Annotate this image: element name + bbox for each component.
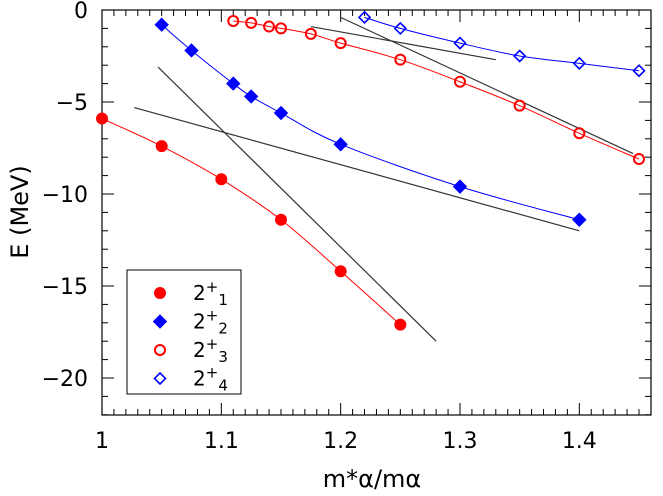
data-point-series-2 (333, 137, 348, 152)
data-point-series-4 (572, 56, 586, 70)
x-tick-label: 1.3 (442, 429, 477, 454)
data-point-series-2 (452, 179, 468, 194)
data-point-series-1 (394, 318, 407, 331)
data-point-series-4 (393, 21, 407, 36)
data-point-series-2 (226, 76, 241, 91)
data-point-series-1 (96, 112, 108, 125)
data-point-series-1 (215, 173, 228, 186)
reference-line (157, 66, 437, 342)
legend-marker-2 (152, 314, 168, 329)
y-tick-label: −20 (42, 367, 88, 392)
data-point-series-3 (245, 16, 258, 29)
series-curve-1 (102, 118, 401, 326)
reference-line (134, 106, 580, 232)
y-tick-label: 0 (74, 0, 88, 24)
data-point-series-4 (357, 10, 372, 24)
data-point-series-2 (154, 17, 169, 32)
legend-label-4: 2+4 (193, 364, 228, 395)
data-point-series-4 (632, 64, 646, 78)
x-tick-label: 1 (95, 429, 109, 454)
x-tick-label: 1.2 (323, 429, 358, 454)
x-tick-label: 1.4 (562, 429, 597, 454)
data-point-series-3 (263, 20, 276, 33)
legend-marker-4 (153, 371, 167, 386)
legend-marker-1 (154, 287, 166, 299)
data-point-series-3 (513, 99, 526, 112)
data-point-series-2 (572, 212, 587, 227)
x-tick-label: 1.1 (204, 429, 239, 454)
data-point-series-1 (155, 140, 168, 153)
data-point-series-3 (304, 27, 317, 40)
x-axis-title: m*α/mα (323, 465, 421, 493)
y-tick-label: −15 (42, 275, 88, 300)
series-curve-3 (233, 20, 640, 160)
data-point-series-2 (243, 89, 259, 104)
data-point-series-3 (274, 22, 287, 35)
data-point-series-3 (632, 153, 645, 166)
legend-marker-3 (154, 344, 166, 356)
y-axis-title: E (MeV) (6, 165, 34, 258)
data-point-series-2 (184, 43, 199, 58)
reference-line (310, 25, 496, 61)
legend-label-2: 2+2 (193, 307, 228, 338)
data-point-series-4 (513, 49, 527, 63)
data-point-series-3 (453, 75, 466, 88)
y-tick-label: −5 (56, 91, 88, 116)
y-tick-label: −10 (42, 183, 88, 208)
legend: 2+12+22+32+4 (126, 269, 242, 395)
legend-label-3: 2+3 (193, 335, 228, 366)
axis-ticks (101, 9, 651, 416)
data-point-series-3 (394, 53, 407, 66)
reference-line (340, 16, 634, 155)
data-markers (96, 10, 646, 331)
data-point-series-1 (334, 265, 347, 278)
data-point-series-3 (227, 15, 240, 28)
data-point-series-4 (453, 36, 467, 50)
data-point-series-3 (573, 127, 586, 140)
data-point-series-3 (334, 37, 347, 50)
tick-labels: 1 1.1 1.2 1.3 1.4 0 −5 −10 −15 −20 (42, 0, 597, 454)
data-point-series-1 (274, 213, 287, 226)
legend-label-1: 2+1 (193, 278, 228, 309)
legend-box (126, 269, 242, 395)
data-point-series-2 (273, 105, 289, 121)
